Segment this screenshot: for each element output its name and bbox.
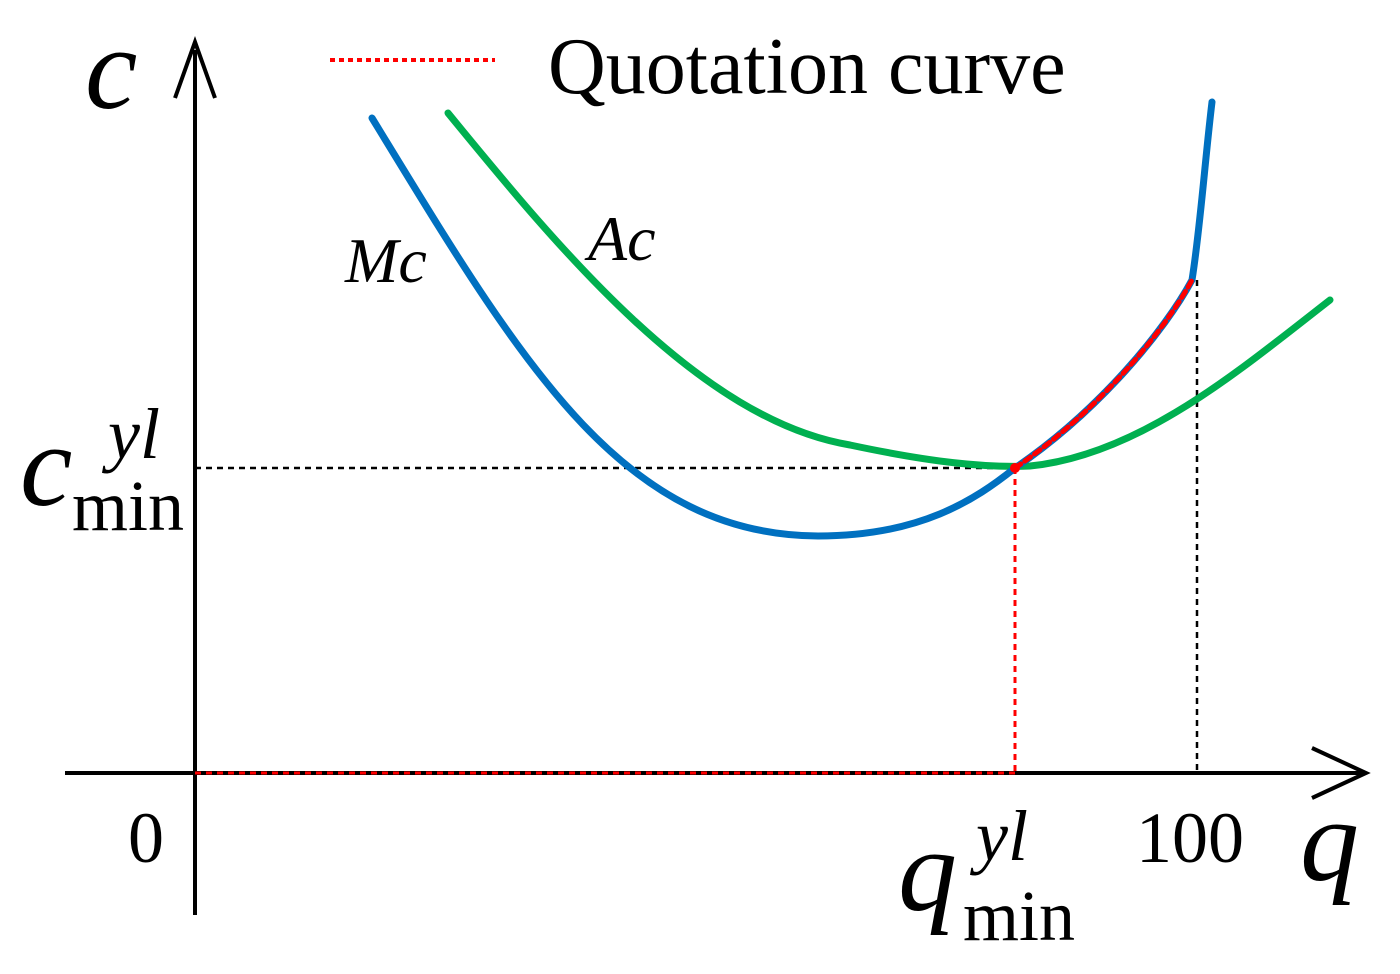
c-min-label: c [20,400,72,531]
x-axis-arrowhead [1311,746,1371,800]
x-axis-label: q [1300,775,1359,906]
c-min-superscript: yl [101,394,160,474]
mc-curve-label: Mc [344,225,427,296]
ac-curve-label: Ac [584,203,656,274]
legend-label: Quotation curve [548,23,1066,111]
origin-label: 0 [128,798,164,878]
x-tick-100-label: 100 [1136,798,1244,878]
y-axis-label: c [85,3,137,134]
mc-curve [368,98,1216,540]
quotation-curve [1012,277,1195,471]
ac-curve [444,109,1334,470]
y-axis-arrowhead [173,36,217,99]
quotation-start-point [1010,463,1020,473]
q-min-subscript: min [963,876,1075,956]
c-min-subscript: min [72,466,184,546]
q-min-label: q [898,805,957,936]
q-min-superscript: yl [969,796,1028,876]
